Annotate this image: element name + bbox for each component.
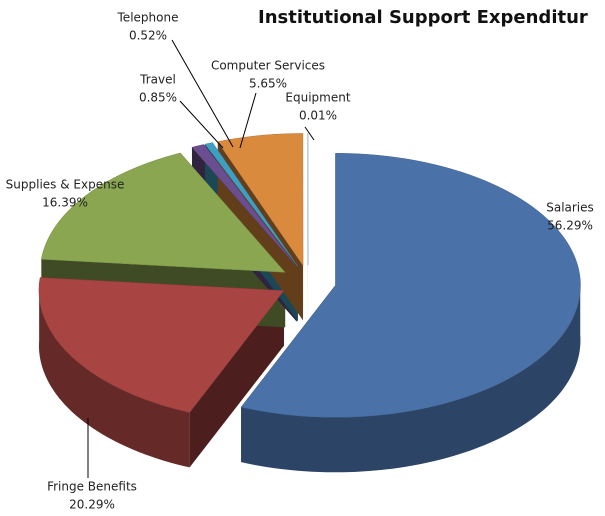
slice <box>38 277 285 413</box>
slice-label: Travel <box>139 73 176 87</box>
slice-tops <box>38 132 581 418</box>
slice-side <box>38 285 190 468</box>
leader-line <box>171 39 234 148</box>
slice-value-label: 56.29% <box>547 219 593 233</box>
slice-value-label: 0.52% <box>129 29 167 43</box>
leader-line <box>179 100 224 149</box>
slice-label: Supplies & Expense <box>6 178 125 192</box>
slice-value-label: 0.01% <box>299 109 337 123</box>
slices <box>38 132 581 473</box>
slice <box>191 144 297 267</box>
slice-value-label: 0.85% <box>139 91 177 105</box>
slice <box>240 153 581 418</box>
chart-title: Institutional Support Expenditur <box>258 7 588 28</box>
slice-value-label: 16.39% <box>42 196 88 210</box>
slice-label: Computer Services <box>211 59 325 73</box>
leader-lines <box>87 39 315 478</box>
leader-line <box>239 92 257 149</box>
slice-side <box>241 279 581 473</box>
slice-label: Telephone <box>117 11 179 25</box>
slice-value-label: 20.29% <box>69 498 115 512</box>
slice <box>217 133 304 267</box>
slice <box>41 152 286 273</box>
slice <box>204 142 299 267</box>
slice-value-label: 5.65% <box>249 77 287 91</box>
slice-label: Equipment <box>285 91 350 105</box>
slice-label: Fringe Benefits <box>47 480 137 494</box>
slice-label: Salaries <box>546 201 594 215</box>
leader-line <box>304 126 315 141</box>
